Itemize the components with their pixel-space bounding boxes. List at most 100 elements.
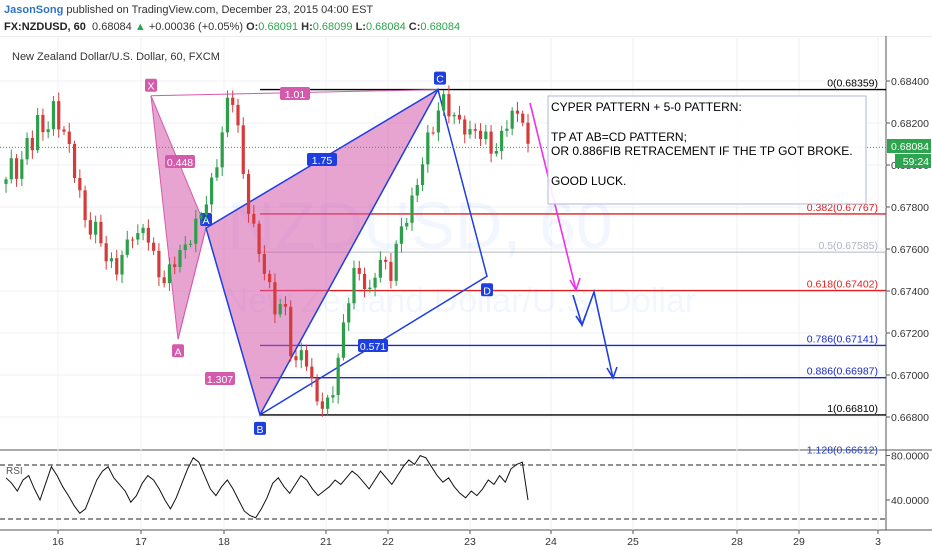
candle-body — [494, 151, 498, 154]
candle-body — [521, 113, 525, 123]
candle-body — [510, 110, 514, 129]
note-line-2: TP AT AB=CD PATTERN; — [551, 130, 687, 144]
candle-body — [357, 267, 361, 274]
candle-body — [468, 129, 472, 135]
candle-body — [14, 158, 19, 179]
blue-projection-line — [572, 289, 614, 379]
candle-body — [67, 131, 71, 144]
rsi-tick-label: 80.0000 — [891, 451, 929, 463]
pattern-ratio-label: 0.448 — [167, 157, 193, 169]
time-tick-label: 23 — [464, 536, 476, 548]
fib-level-label: 0.5(0.67585) — [818, 240, 878, 252]
candle-body — [410, 195, 414, 223]
fib-level-label: 0.382(0.67767) — [807, 202, 878, 214]
fibonacci-levels[interactable]: 0(0.68359) 0.382(0.67767) 0.5(0.67585) 0.61… — [260, 78, 886, 457]
fib-level-label: 0.886(0.66987) — [807, 366, 878, 378]
pattern-ratio-badge[interactable] — [307, 153, 337, 166]
candle-body — [420, 164, 425, 186]
candle-body — [231, 97, 235, 105]
low-value: 0.68084 — [365, 21, 406, 33]
fib-level-label: 0.786(0.67141) — [807, 333, 878, 345]
candle-body — [257, 223, 261, 255]
candle-body — [436, 110, 440, 133]
author-name[interactable]: JasonSong — [4, 4, 64, 16]
candle-body — [310, 366, 314, 379]
candle-body — [4, 179, 8, 184]
price-axis[interactable]: 0.684000.682000.680000.678000.676000.674… — [886, 76, 929, 424]
candle-body — [62, 129, 66, 132]
rsi-line — [5, 454, 529, 519]
candle-body — [210, 177, 214, 205]
publish-line: JasonSong published on TradingView.com, … — [4, 4, 373, 16]
time-tick-label: 28 — [731, 536, 743, 548]
pattern-point-badge[interactable] — [481, 283, 493, 297]
candle-body — [99, 221, 103, 244]
candle-body — [362, 273, 367, 290]
last-price: 0.68084 — [92, 21, 132, 33]
candle-body — [25, 137, 29, 160]
candle-body — [326, 397, 330, 409]
pattern-ratio-badge[interactable] — [358, 339, 388, 352]
note-box[interactable]: CYPER PATTERN + 5-0 PATTERN: TP AT AB=CD… — [547, 95, 867, 205]
candle-body — [194, 218, 198, 244]
pattern-point-badge[interactable] — [254, 421, 266, 435]
price-tick-label: 0.68400 — [891, 76, 929, 88]
candle-body — [373, 277, 377, 288]
candle-body — [299, 350, 303, 361]
high-label: H: — [301, 21, 313, 33]
note-line-1: CYPER PATTERN + 5-0 PATTERN: — [551, 100, 742, 114]
candle-body — [347, 303, 351, 323]
pattern-point-badge[interactable] — [172, 344, 184, 358]
open-value: 0.68091 — [258, 21, 299, 33]
candle-body — [36, 114, 40, 151]
candle-body — [83, 190, 87, 221]
candle-body — [384, 259, 388, 262]
time-tick-label: 29 — [793, 536, 805, 548]
candle-body — [236, 104, 240, 126]
candle-body — [426, 132, 430, 165]
candle-body — [115, 258, 119, 275]
candle-body — [109, 258, 114, 262]
candle-body — [51, 101, 56, 130]
candle-body — [320, 401, 324, 409]
time-tick-label: 22 — [382, 536, 394, 548]
time-axis[interactable]: 16 17 18 21 22 23 24 25 28 29 3 — [52, 530, 881, 548]
price-tick-label: 0.67400 — [891, 286, 929, 298]
pattern-ratio-label: 1.307 — [207, 374, 233, 386]
rsi-pane[interactable]: RSI 80.0000 40.0000 — [0, 451, 929, 520]
candle-body — [331, 395, 335, 398]
price-tick-label: 0.67000 — [891, 370, 929, 382]
fib-level-label: 1.128(0.66612) — [807, 444, 878, 456]
note-line-4: GOOD LUCK. — [551, 174, 626, 188]
pattern-ratio-badge[interactable] — [205, 372, 235, 385]
candle-body — [41, 114, 45, 133]
close-value: 0.68084 — [420, 21, 461, 33]
candle-body — [104, 243, 108, 262]
candle-body — [526, 122, 530, 144]
candle-body — [505, 128, 509, 131]
candle-body — [46, 129, 50, 133]
candle-body — [241, 125, 245, 175]
high-value: 0.68099 — [312, 21, 353, 33]
pattern-ratio-badge[interactable] — [165, 155, 195, 168]
up-triangle-icon: ▲ — [134, 21, 146, 33]
candle-body — [188, 243, 193, 245]
candle-body — [431, 132, 435, 134]
candle-body — [283, 303, 288, 307]
time-tick-label: 24 — [545, 536, 557, 548]
pattern-ratio-badge[interactable] — [280, 87, 310, 100]
price-change: +0.00036 (+0.05%) — [148, 21, 243, 33]
price-chart[interactable]: NZDUSD, 60 New Zealand Dollar/U.S. Dolla… — [0, 36, 932, 550]
current-price-tag: 0.68084 59:24 — [887, 139, 931, 168]
pink-arrowhead-icon — [569, 277, 581, 292]
countdown-tag-text: 59:24 — [903, 156, 929, 168]
candle-body — [9, 158, 13, 180]
ohlc-line: FX:NZDUSD, 60 0.68084 ▲ +0.00036 (+0.05%… — [4, 21, 460, 33]
candle-body — [220, 132, 224, 168]
candle-body — [473, 129, 477, 131]
pattern-point-badge[interactable] — [145, 78, 157, 92]
note-line-3: OR 0.886FIB RETRACEMENT IF THE TP GOT BR… — [551, 144, 853, 158]
pattern-point-badge[interactable] — [434, 71, 446, 85]
pattern-point-label: A — [174, 346, 181, 358]
